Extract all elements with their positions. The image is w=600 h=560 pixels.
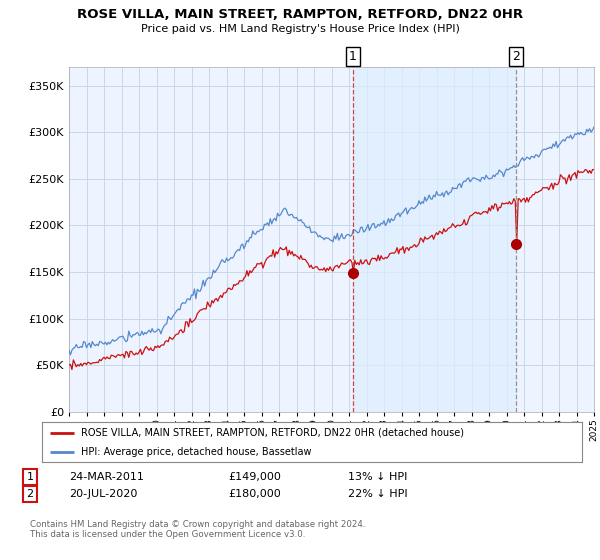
Text: 2: 2 <box>512 50 520 63</box>
Text: 1: 1 <box>349 50 357 63</box>
Text: 22% ↓ HPI: 22% ↓ HPI <box>348 489 407 499</box>
Bar <box>353 67 516 412</box>
Text: ROSE VILLA, MAIN STREET, RAMPTON, RETFORD, DN22 0HR (detached house): ROSE VILLA, MAIN STREET, RAMPTON, RETFOR… <box>81 428 464 437</box>
Text: Price paid vs. HM Land Registry's House Price Index (HPI): Price paid vs. HM Land Registry's House … <box>140 24 460 34</box>
Text: Contains HM Land Registry data © Crown copyright and database right 2024.
This d: Contains HM Land Registry data © Crown c… <box>30 520 365 539</box>
Text: 13% ↓ HPI: 13% ↓ HPI <box>348 472 407 482</box>
Text: £149,000: £149,000 <box>228 472 281 482</box>
Text: HPI: Average price, detached house, Bassetlaw: HPI: Average price, detached house, Bass… <box>81 447 311 457</box>
Text: 20-JUL-2020: 20-JUL-2020 <box>69 489 137 499</box>
Text: ROSE VILLA, MAIN STREET, RAMPTON, RETFORD, DN22 0HR: ROSE VILLA, MAIN STREET, RAMPTON, RETFOR… <box>77 8 523 21</box>
Text: £180,000: £180,000 <box>228 489 281 499</box>
Text: 1: 1 <box>26 472 34 482</box>
Text: 2: 2 <box>26 489 34 499</box>
Text: 24-MAR-2011: 24-MAR-2011 <box>69 472 144 482</box>
